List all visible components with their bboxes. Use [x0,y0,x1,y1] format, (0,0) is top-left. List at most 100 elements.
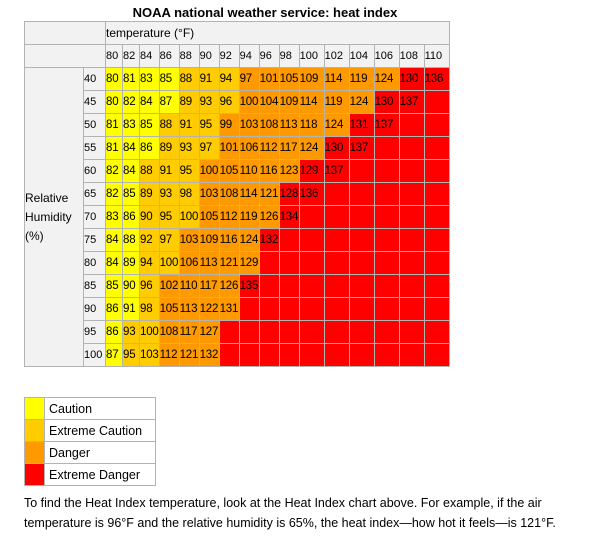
heat-index-cell: 103 [238,113,260,137]
heat-index-cell: 126 [258,205,280,229]
heat-index-cell [398,113,425,137]
humidity-tick: 40 [83,67,106,91]
heat-index-cell: 109 [298,67,325,91]
heat-index-cell [278,274,300,298]
heat-index-cell [323,274,350,298]
heat-index-cell [278,228,300,252]
temperature-tick: 94 [238,44,260,68]
humidity-tick: 60 [83,159,106,183]
heat-index-cell: 113 [198,251,220,275]
table-row: 50 81 83 85 88 91 95 99 103 108 113 118 124 131 137 [25,113,450,137]
legend-label: Danger [44,441,156,464]
heat-index-cell: 96 [139,274,160,298]
heat-index-cell: 86 [122,205,140,229]
table-row: 100 87 95 103 112 121 132 [25,343,450,367]
heat-index-cell: 124 [348,90,375,114]
heat-index-cell: 103 [198,182,220,206]
legend-item: Danger [24,441,156,464]
temperature-tick: 108 [398,44,425,68]
heat-index-cell: 84 [122,159,140,183]
temperature-tick: 80 [105,44,123,68]
heat-index-cell: 121 [258,182,280,206]
heat-index-cell: 96 [218,90,240,114]
temperature-tick: 82 [122,44,140,68]
heat-index-cell: 108 [218,182,240,206]
table-row: 80 84 89 94 100 106 113 121 129 [25,251,450,275]
heat-index-cell: 101 [218,136,240,160]
heat-index-cell: 105 [158,297,180,321]
heat-index-cell: 130 [373,90,400,114]
humidity-tick: 55 [83,136,106,160]
humidity-axis-label: Relative Humidity (%) [24,67,84,367]
heat-index-cell: 100 [178,205,200,229]
heat-index-cell: 113 [178,297,200,321]
heat-index-cell [398,205,425,229]
heat-index-cell: 95 [158,205,180,229]
temperature-tick: 98 [278,44,300,68]
heat-index-cell [323,297,350,321]
heat-index-cell: 108 [258,113,280,137]
heat-index-cell [423,159,450,183]
legend: Caution Extreme Caution Danger Extreme Dang… [24,397,156,486]
humidity-tick: 100 [83,343,106,367]
heat-index-cell [373,297,400,321]
heat-index-cell: 109 [198,228,220,252]
heat-index-cell: 89 [178,90,200,114]
heat-index-cell [348,274,375,298]
heat-index-cell: 97 [238,67,260,91]
heat-index-cell: 123 [278,159,300,183]
heat-index-cell: 126 [218,274,240,298]
heat-index-cell: 101 [258,67,280,91]
heat-index-cell [278,343,300,367]
heat-index-cell: 134 [278,205,300,229]
heat-index-cell: 81 [105,136,123,160]
legend-label: Caution [44,397,156,420]
heat-index-cell: 114 [323,67,350,91]
heat-index-cell: 127 [198,320,220,344]
temperature-tick: 96 [258,44,280,68]
heat-index-cell: 114 [238,182,260,206]
heat-index-cell [258,343,280,367]
heat-index-cell: 80 [105,90,123,114]
heat-index-cell: 85 [139,113,160,137]
heat-index-cell [323,343,350,367]
heat-index-cell [373,205,400,229]
heat-index-cell: 117 [198,274,220,298]
heat-index-cell: 97 [198,136,220,160]
heat-index-cell: 100 [198,159,220,183]
heat-index-cell: 88 [158,113,180,137]
legend-swatch [24,441,45,464]
heat-index-cell: 113 [278,113,300,137]
humidity-tick: 75 [83,228,106,252]
heat-index-cell: 106 [178,251,200,275]
heat-index-cell: 95 [198,113,220,137]
heat-index-cell: 130 [398,67,425,91]
heat-index-cell [348,159,375,183]
heat-index-cell: 114 [298,90,325,114]
table-row: 85 85 90 96 102 110 117 126 135 [25,274,450,298]
heat-index-cell: 86 [105,320,123,344]
heat-index-cell: 86 [139,136,160,160]
table-row: 75 84 88 92 97 103 109 116 124 132 [25,228,450,252]
heat-index-cell: 87 [105,343,123,367]
heat-index-cell [298,274,325,298]
heat-index-cell [278,320,300,344]
heat-index-cell [218,343,240,367]
temperature-tick: 110 [423,44,450,68]
heat-index-cell [348,182,375,206]
heat-index-cell [398,343,425,367]
table-row: 90 86 91 98 105 113 122 131 [25,297,450,321]
humidity-axis-label-line: (%) [25,228,44,243]
heat-index-cell: 128 [278,182,300,206]
heat-index-cell: 119 [323,90,350,114]
heat-index-cell: 129 [298,159,325,183]
heat-index-cell: 116 [218,228,240,252]
heat-index-cell [423,182,450,206]
heat-index-cell: 97 [158,228,180,252]
heat-index-cell: 132 [258,228,280,252]
heat-index-cell: 124 [323,113,350,137]
heat-index-cell [298,343,325,367]
temperature-tick: 86 [158,44,180,68]
heat-index-cell: 100 [139,320,160,344]
heat-index-cell [398,297,425,321]
